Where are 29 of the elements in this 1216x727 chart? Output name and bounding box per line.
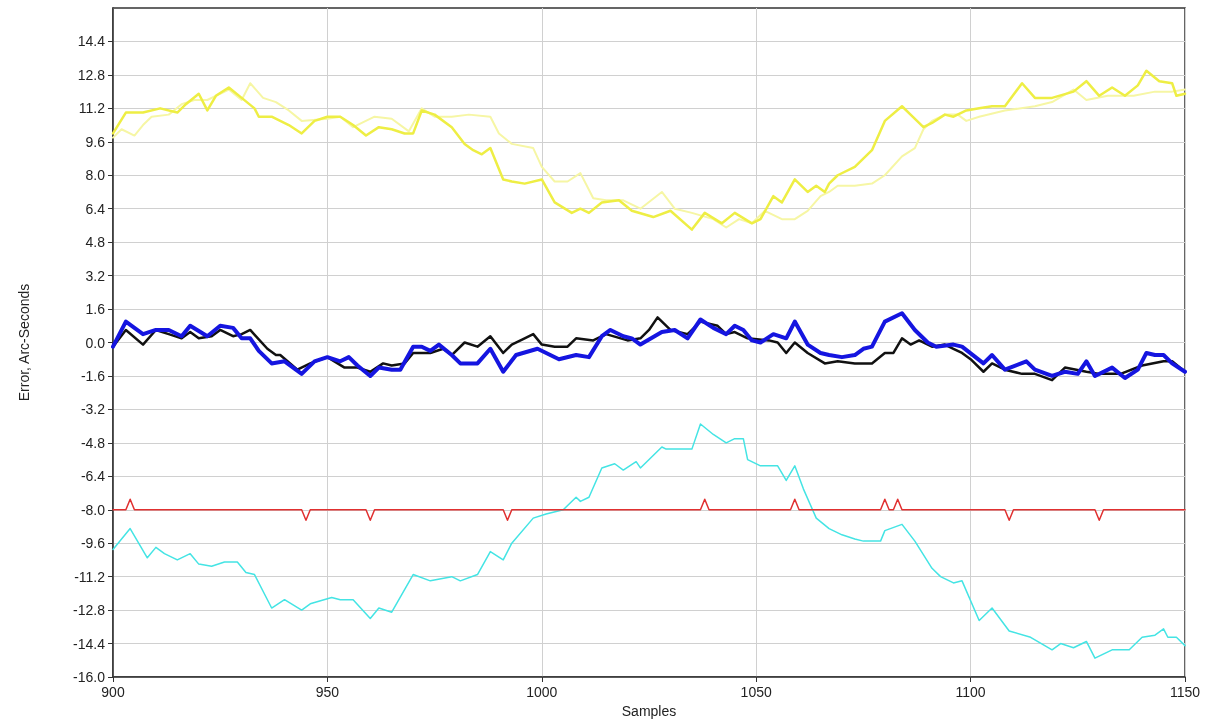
- y-tick-label: -12.8: [73, 602, 106, 619]
- x-tick-label: 1150: [1169, 684, 1201, 700]
- x-tick-label: 1050: [740, 684, 772, 700]
- y-tick-label: -11.2: [74, 568, 106, 585]
- y-tick-label: 1.6: [85, 301, 106, 318]
- y-tick-label: -9.6: [80, 535, 106, 552]
- x-tick-label: 900: [101, 684, 125, 700]
- y-tick-label: 14.4: [77, 33, 106, 50]
- y-tick-label: 6.4: [85, 200, 106, 217]
- line-series: [112, 423, 1186, 659]
- y-tick-label: 0.0: [85, 334, 106, 351]
- y-tick-label: 3.2: [85, 267, 106, 284]
- y-tick-label: -14.4: [73, 635, 106, 652]
- y-tick-label: 8.0: [85, 167, 106, 184]
- y-tick-label: 4.8: [85, 234, 106, 251]
- y-axis-title: Error, Arc-Seconds: [16, 283, 32, 402]
- y-tick-label: -3.2: [80, 401, 106, 418]
- x-tick-label: 1000: [526, 684, 558, 700]
- y-tick-label: 11.2: [78, 100, 106, 117]
- y-tick-label: -6.4: [80, 468, 106, 485]
- y-tick-label: 9.6: [85, 133, 106, 150]
- y-tick-label: -16.0: [73, 669, 106, 685]
- y-tick-label: 12.8: [77, 66, 106, 83]
- y-tick-label: -8.0: [80, 501, 106, 518]
- x-tick-label: 950: [315, 684, 340, 700]
- y-tick-label: -1.6: [80, 367, 106, 384]
- x-tick-label: 1100: [955, 684, 986, 700]
- y-tick-label: -4.8: [80, 434, 106, 451]
- x-axis-title: Samples: [621, 702, 677, 719]
